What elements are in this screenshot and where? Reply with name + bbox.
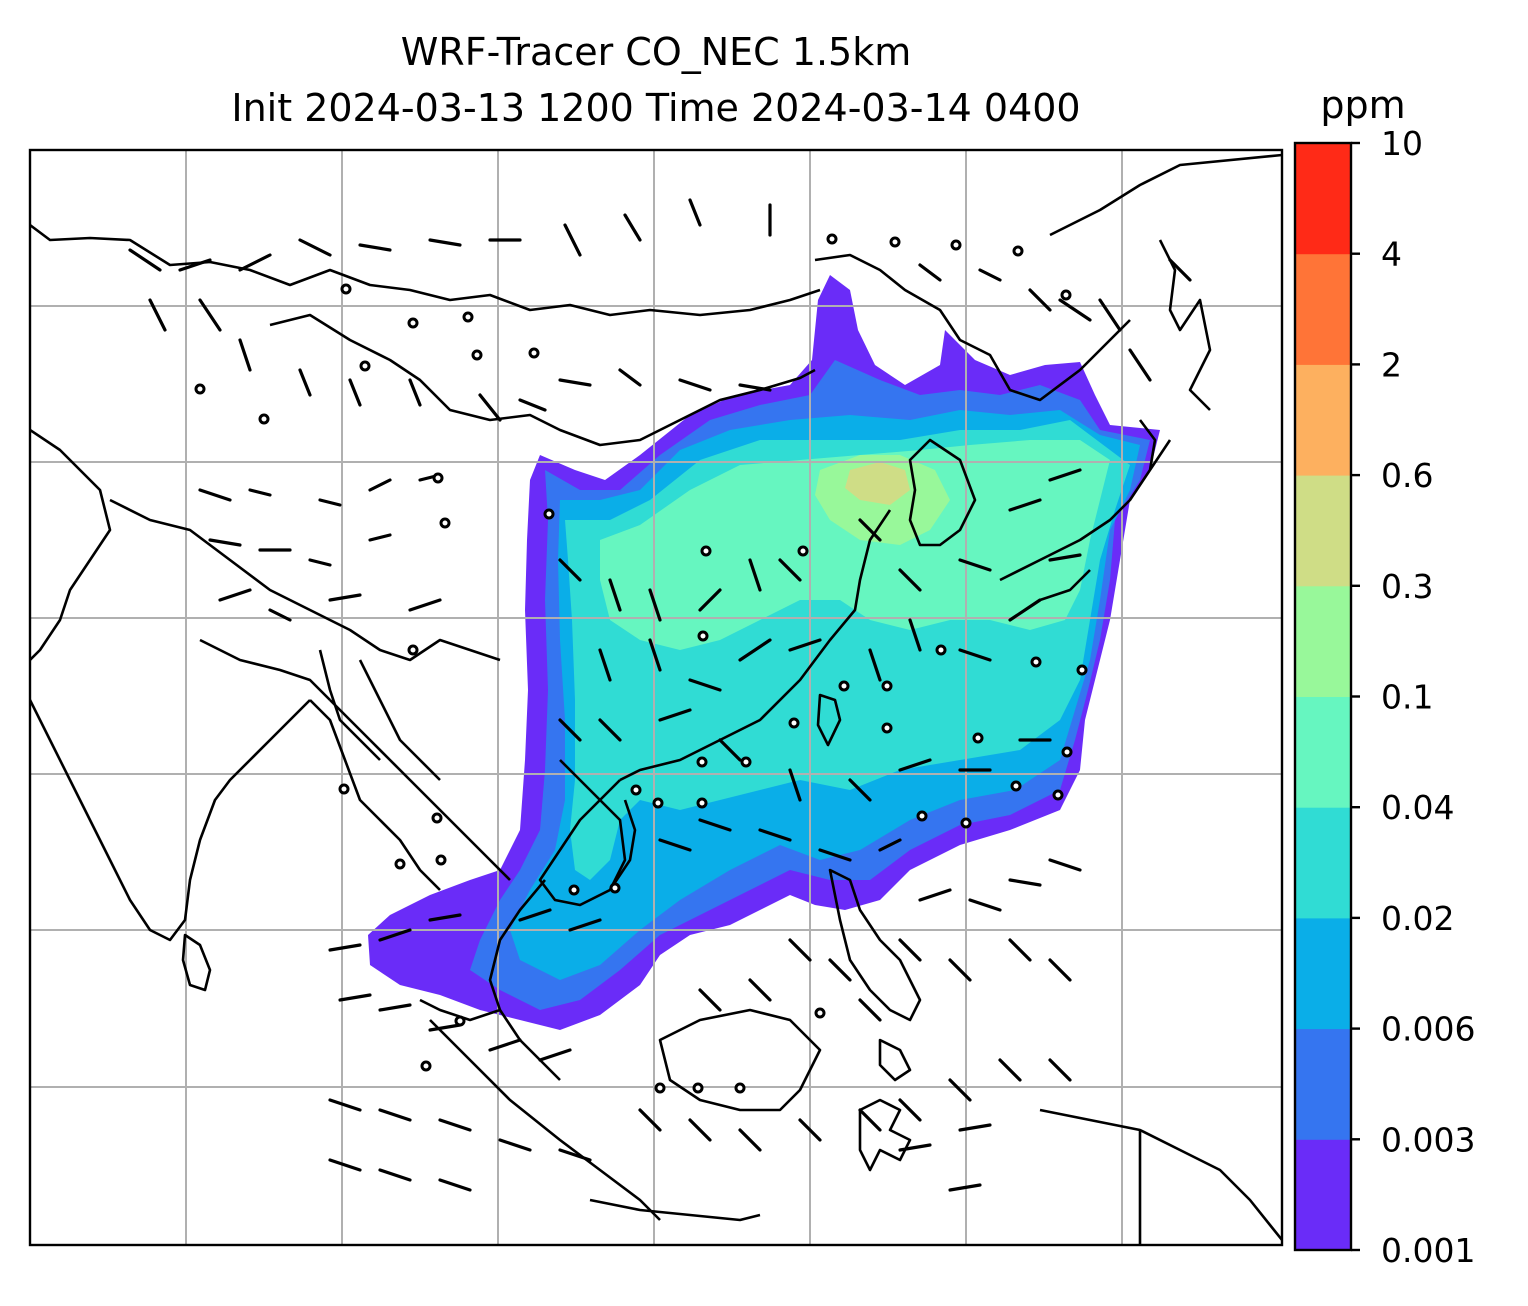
wind-barbs	[128, 198, 1192, 1192]
map-frame	[28, 148, 1284, 1247]
colorbar-segment	[1295, 696, 1351, 808]
colorbar-segment	[1295, 364, 1351, 476]
colorbar-tick-label: 0.3	[1381, 567, 1433, 606]
colorbar-segment	[1295, 143, 1351, 255]
calm-markers	[194, 233, 1088, 1094]
colorbar-segment	[1295, 807, 1351, 919]
colorbar-tick-label: 4	[1381, 235, 1402, 274]
map-title-line1: WRF-Tracer CO_NEC 1.5km	[400, 30, 912, 74]
colorbar: 0.001 0.003 0.006 0.02 0.04 0.1 0.3 0.6 2 4 10	[1293, 124, 1475, 1270]
colorbar-segment	[1295, 917, 1351, 1030]
colorbar-tick-label: 2	[1381, 345, 1402, 384]
map-title-line2: Init 2024-03-13 1200 Time 2024-03-14 040…	[231, 86, 1081, 130]
colorbar-segment	[1295, 475, 1351, 587]
colorbar-tick-label: 0.02	[1381, 899, 1454, 938]
colorbar-tick-label: 0.003	[1381, 1120, 1475, 1159]
colorbar-tick-label: 0.6	[1381, 456, 1433, 495]
colorbar-tick-label: 10	[1381, 124, 1423, 163]
gridlines	[30, 150, 1282, 1245]
colorbar-segment	[1295, 253, 1351, 365]
colorbar-tick-label: 0.1	[1381, 678, 1433, 717]
colorbar-segment	[1295, 1028, 1351, 1140]
colorbar-segment	[1295, 1139, 1351, 1251]
coastlines	[30, 153, 1282, 1245]
colorbar-tick-label: 0.04	[1381, 788, 1454, 827]
tracer-level-6	[845, 462, 910, 505]
tracer-level-4	[600, 440, 1110, 650]
colorbar-tick-label: 0.001	[1381, 1231, 1475, 1270]
map-panel	[30, 150, 1282, 1245]
colorbar-tick-label: 0.006	[1381, 1010, 1475, 1049]
colorbar-unit-label: ppm	[1320, 83, 1405, 127]
colorbar-segment	[1295, 585, 1351, 697]
